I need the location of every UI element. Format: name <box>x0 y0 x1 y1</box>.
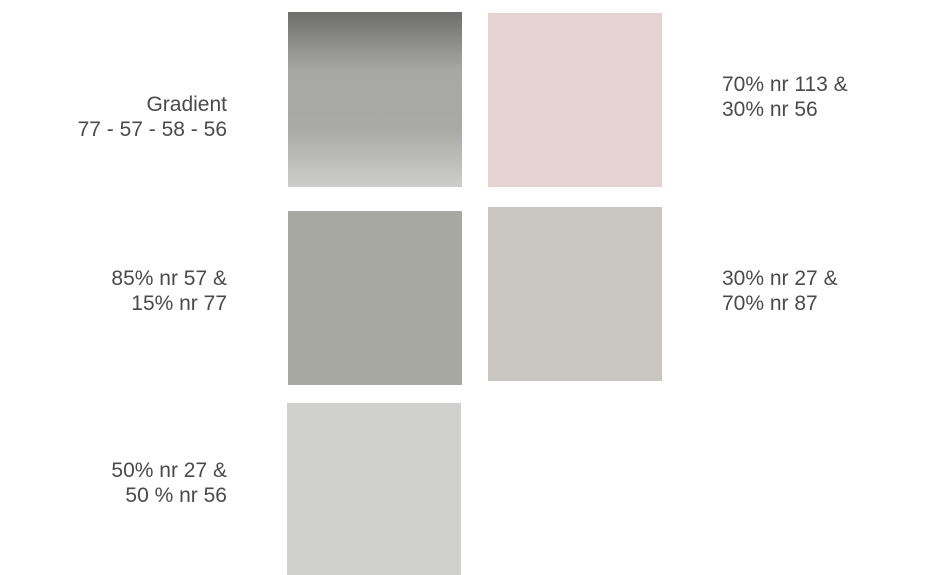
label-line: Gradient <box>146 93 227 116</box>
label-line: 15% nr 77 <box>131 292 227 315</box>
swatch-label-57-77: 85% nr 57 & 15% nr 77 <box>111 266 227 316</box>
swatch-label-113-56: 70% nr 113 & 30% nr 56 <box>722 72 848 122</box>
label-line: 50% nr 27 & <box>111 459 227 482</box>
color-swatch-27-56 <box>287 403 461 575</box>
label-line: 30% nr 27 & <box>722 267 838 290</box>
swatch-label-27-87: 30% nr 27 & 70% nr 87 <box>722 266 838 316</box>
color-swatch-27-87 <box>488 207 662 381</box>
label-line: 70% nr 87 <box>722 292 818 315</box>
swatch-label-27-56: 50% nr 27 & 50 % nr 56 <box>111 458 227 508</box>
label-line: 77 - 57 - 58 - 56 <box>77 118 227 141</box>
color-swatch-57-77 <box>288 211 462 385</box>
label-line: 50 % nr 56 <box>125 484 227 507</box>
label-line: 30% nr 56 <box>722 98 818 121</box>
label-line: 85% nr 57 & <box>111 267 227 290</box>
color-swatch-113-56 <box>488 13 662 187</box>
swatch-label-gradient: Gradient 77 - 57 - 58 - 56 <box>78 92 227 142</box>
gradient-swatch <box>288 12 462 187</box>
label-line: 70% nr 113 & <box>722 73 848 96</box>
